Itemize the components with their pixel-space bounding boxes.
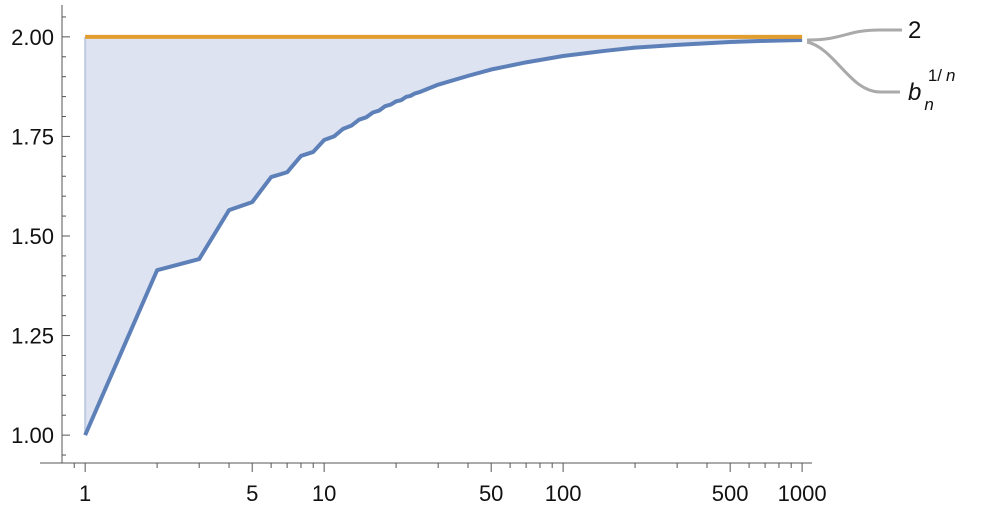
x-tick-label-2: 10: [312, 481, 336, 506]
x-tick-label-0: 1: [79, 481, 91, 506]
series-line-1: [83, 38, 803, 436]
y-tick-label-2: 1.50: [11, 224, 54, 249]
legend-bn-sup-2: n: [946, 66, 955, 85]
legend-leader-line-2: [806, 28, 902, 42]
y-tick-label-0: 1.00: [11, 423, 54, 448]
axes: 1.00 1.25 1.50 1.75 2.00 1 5 10 50 100 500 1000: [11, 5, 827, 506]
x-tick-label-4: 100: [545, 481, 582, 506]
y-tick-label-4: 2.00: [11, 25, 54, 50]
x-tick-label-3: 50: [479, 481, 503, 506]
fill-area-between-series: [84, 36, 803, 436]
legend-bn-sub: n: [924, 95, 933, 114]
fill-region: [85, 36, 803, 436]
legend: 2 b n 1/ n: [806, 17, 955, 114]
legend-bn-main: b: [908, 79, 921, 106]
legend-label-2: 2: [908, 17, 921, 44]
x-tick-label-1: 5: [246, 481, 258, 506]
legend-label-bn: b n 1/ n: [908, 66, 955, 114]
legend-leader-line-bn: [806, 40, 900, 94]
series-lines: [83, 34, 803, 436]
x-tick-label-6: 1000: [778, 481, 827, 506]
x-tick-label-5: 500: [712, 481, 749, 506]
y-tick-label-3: 1.75: [11, 124, 54, 149]
y-tick-label-1: 1.25: [11, 324, 54, 349]
legend-bn-sup-1: 1/: [928, 66, 942, 85]
